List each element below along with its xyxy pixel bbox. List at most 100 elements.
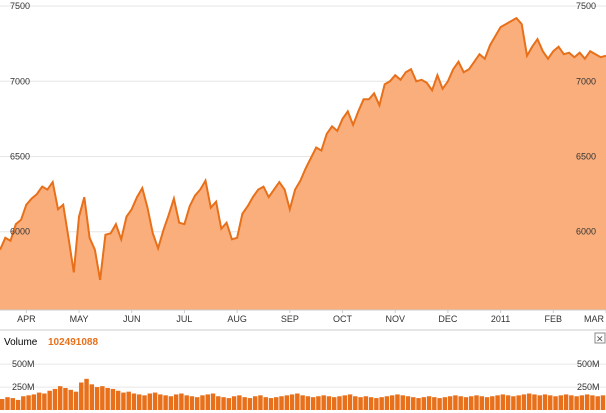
y-tick-label-left: 6500 [10, 152, 30, 162]
volume-bar [421, 397, 427, 410]
volume-bar [168, 396, 174, 410]
volume-bar [231, 396, 237, 410]
y-tick-label-right: 7000 [576, 76, 596, 86]
volume-bar [500, 394, 506, 410]
volume-bar [316, 396, 321, 410]
volume-bar [590, 395, 595, 410]
volume-gridlines [0, 363, 606, 388]
volume-bar [105, 388, 110, 410]
volume-bar [242, 397, 247, 410]
volume-bar [131, 393, 137, 410]
volume-bar [426, 396, 432, 410]
volume-bar [511, 396, 516, 410]
volume-bar [15, 399, 21, 410]
volume-bar [79, 382, 84, 410]
x-tick-label: NOV [385, 314, 405, 324]
volume-bar [189, 396, 195, 410]
volume-bar [289, 394, 295, 410]
volume-bar [142, 395, 147, 410]
volume-bar [295, 393, 300, 410]
volume-bar [521, 394, 527, 410]
volume-bar [331, 397, 337, 410]
volume-bar [458, 396, 463, 410]
volume-bar [221, 397, 226, 410]
volume-bar [574, 396, 579, 410]
volume-bar [405, 396, 411, 410]
volume-bar [42, 393, 47, 410]
volume-bar [453, 395, 458, 410]
x-tick-label: MAY [70, 314, 89, 324]
volume-bar [179, 393, 184, 410]
volume-bar [100, 386, 105, 410]
volume-bar [68, 389, 73, 410]
x-tick-label: 2011 [491, 314, 510, 324]
x-tick-label: APR [17, 314, 36, 324]
volume-bar [163, 395, 168, 410]
volume-bar [542, 394, 548, 410]
x-tick-label: SEP [281, 314, 299, 324]
volume-bar [548, 395, 553, 410]
volume-bar [63, 388, 68, 410]
close-button-box[interactable] [594, 332, 606, 344]
volume-bar [490, 396, 495, 410]
price-area [0, 18, 606, 310]
volume-bar [468, 396, 474, 410]
volume-bar [358, 397, 363, 410]
volume-y-tick-label-right: 500M [577, 359, 600, 369]
volume-bar [263, 397, 268, 410]
volume-bar [584, 394, 590, 410]
volume-bar [447, 396, 453, 410]
volume-y-tick-label-left: 250M [12, 382, 35, 392]
volume-bar [495, 395, 500, 410]
y-tick-label-left: 6000 [10, 227, 30, 237]
volume-bar [137, 394, 142, 410]
volume-bar [247, 398, 253, 410]
volume-bar [484, 397, 490, 410]
volume-bar [184, 395, 189, 410]
volume-bar [363, 396, 369, 410]
volume-bar [326, 396, 332, 410]
volume-bar [89, 384, 95, 410]
volume-bar [0, 399, 5, 410]
x-tick-label: JUL [176, 314, 192, 324]
volume-bar [305, 396, 311, 410]
close-icon[interactable]: ✕ [596, 334, 604, 344]
volume-bar [411, 397, 416, 410]
volume-bar [537, 395, 542, 410]
volume-bar [147, 393, 153, 410]
volume-bar [526, 393, 532, 410]
volume-bar [200, 395, 205, 410]
volume-bar [152, 392, 158, 410]
volume-bar [216, 396, 221, 410]
volume-bar [342, 395, 347, 410]
volume-bar [274, 397, 279, 410]
volume-bar [173, 394, 179, 410]
volume-bar [337, 396, 342, 410]
volume-bar [474, 395, 479, 410]
volume-bar [300, 395, 305, 410]
volume-bar [569, 395, 574, 410]
volume-y-tick-labels-right: 250M 500M [577, 359, 600, 392]
volume-bar [10, 398, 16, 410]
volume-bar [563, 394, 569, 410]
volume-bar [532, 394, 537, 410]
volume-bar [252, 396, 258, 410]
volume-bar [432, 397, 437, 410]
x-tick-label: OCT [333, 314, 353, 324]
volume-bar [379, 397, 384, 410]
volume-bar [21, 396, 26, 410]
volume-bar [279, 396, 284, 410]
volume-bar [384, 396, 390, 410]
volume-bar [237, 395, 242, 410]
x-tick-label: DEC [438, 314, 458, 324]
volume-bar [558, 395, 564, 410]
volume-bar [579, 395, 585, 410]
volume-bar [26, 395, 31, 410]
volume-bar [310, 397, 316, 410]
volume-bar [57, 386, 63, 410]
volume-bar [479, 396, 484, 410]
volume-close-button[interactable]: ✕ [594, 332, 606, 344]
volume-bar [437, 398, 442, 410]
